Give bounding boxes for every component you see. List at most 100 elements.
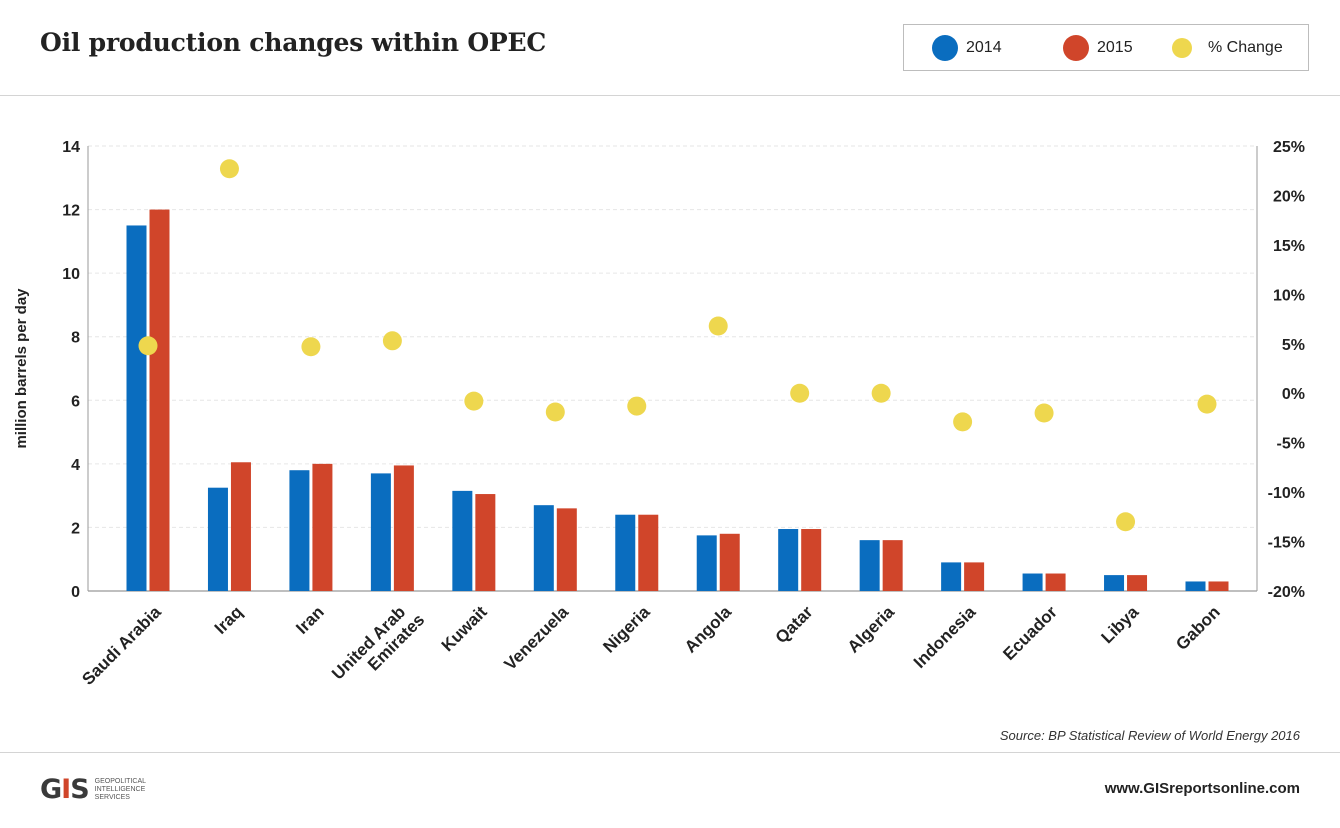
pct-change-point [464, 391, 484, 411]
pct-change-point [953, 412, 973, 432]
legend-item-2014: 2014 [932, 25, 1002, 70]
y2-tick-label: -20% [1268, 584, 1305, 601]
x-tick-label: Algeria [844, 602, 899, 657]
legend: 2014 2015 % Change [903, 24, 1309, 71]
bars [126, 209, 1229, 592]
logo-text: GEOPOLITICAL INTELLIGENCE SERVICES [95, 778, 146, 802]
y2-tick-label: -5% [1277, 436, 1305, 453]
x-tick-label: United ArabEmirates [328, 597, 428, 697]
x-tick-label: Iran [292, 602, 327, 637]
legend-label-2015: 2015 [1097, 38, 1133, 56]
bar-2014 [1185, 581, 1206, 591]
bar-2015 [882, 540, 903, 591]
logo-line: GEOPOLITICAL [94, 777, 147, 785]
bar-2015 [556, 508, 577, 591]
header-divider [0, 95, 1340, 96]
logo-line: INTELLIGENCE [94, 785, 146, 793]
bar-2014 [1022, 573, 1043, 591]
x-tick-label: Nigeria [599, 602, 654, 657]
legend-swatch-pct-change [1172, 37, 1192, 58]
gridlines [88, 145, 1257, 528]
logo-mark: GIS [40, 774, 90, 805]
y2-tick-label: 5% [1282, 337, 1305, 354]
legend-item-2015: 2015 [1063, 25, 1133, 70]
website-link[interactable]: www.GISreportsonline.com [1104, 780, 1300, 797]
pct-change-point [138, 336, 158, 356]
bar-2015 [1208, 581, 1229, 591]
bar-2014 [941, 562, 962, 591]
footer-divider [0, 752, 1340, 753]
x-tick-label: Gabon [1172, 602, 1224, 654]
legend-label-pct-change: % Change [1208, 38, 1283, 56]
x-tick-label: Angola [681, 602, 736, 657]
pct-change-point [301, 337, 321, 357]
bar-2015 [230, 462, 251, 591]
bar-2015 [149, 209, 170, 592]
y2-tick-label: 0% [1282, 386, 1305, 403]
bar-2015 [964, 562, 985, 591]
bar-2014 [207, 487, 228, 591]
pct-change-point [790, 383, 810, 403]
bar-2015 [719, 533, 740, 591]
pct-change-point [219, 159, 239, 179]
chart-title: Oil production changes within OPEC [40, 28, 547, 57]
y2-tick-label: 15% [1273, 238, 1305, 255]
bar-2015 [638, 514, 659, 591]
y-tick-label: 8 [71, 330, 80, 347]
y-tick-label: 0 [71, 584, 80, 601]
bar-2015 [801, 529, 822, 591]
pct-change-point [1197, 394, 1217, 414]
bar-2014 [370, 473, 391, 591]
bar-2014 [533, 505, 554, 591]
legend-swatch-2015 [1063, 34, 1089, 61]
gis-logo: GIS GEOPOLITICAL INTELLIGENCE SERVICES [40, 774, 146, 805]
x-tick-label: Ecuador [999, 602, 1061, 664]
pct-change-point [1116, 512, 1136, 532]
tick-labels: 0 2 4 6 8 10 12 14 -20% -15% -10% -5% 0% 5% 10% 15% 20% 2… [13, 139, 1305, 697]
logo-line: SERVICES [94, 793, 130, 801]
bar-2014 [696, 535, 717, 591]
bar-2014 [289, 470, 310, 591]
bar-2015 [1127, 575, 1148, 591]
bar-2014 [452, 490, 473, 591]
y-tick-label: 10 [62, 266, 80, 283]
x-tick-label: Saudi Arabia [78, 602, 165, 689]
x-tick-label: Libya [1098, 602, 1143, 647]
x-tick-label: Qatar [772, 602, 817, 647]
y2-tick-label: 10% [1273, 287, 1305, 304]
pct-change-point [382, 331, 402, 351]
legend-label-2014: 2014 [966, 38, 1002, 56]
y-axis-title: million barrels per day [13, 288, 30, 449]
x-tick-label: Venezuela [501, 602, 573, 674]
axes [87, 146, 1258, 592]
bar-2015 [1045, 573, 1066, 591]
bar-2015 [393, 465, 414, 591]
pct-change-point [708, 316, 728, 336]
chart-area: 0 2 4 6 8 10 12 14 -20% -15% -10% -5% 0% 5% 10% 15% 20% 2… [13, 139, 1305, 697]
x-tick-label: Kuwait [438, 602, 491, 655]
bar-2015 [312, 463, 333, 591]
pct-change-points [138, 159, 1217, 532]
legend-item-pct-change: % Change [1172, 25, 1283, 70]
x-tick-label: Iraq [211, 602, 246, 637]
pct-change-point [871, 383, 891, 403]
bar-2015 [475, 494, 496, 591]
bar-2014 [778, 529, 799, 591]
source-note: Source: BP Statistical Review of World E… [999, 728, 1300, 743]
bar-2014 [1104, 575, 1125, 591]
bar-2014 [615, 514, 636, 591]
y2-tick-label: -15% [1268, 535, 1305, 552]
y2-tick-label: -10% [1268, 485, 1305, 502]
pct-change-point [1034, 403, 1054, 423]
y-tick-label: 4 [71, 457, 80, 474]
pct-change-point [545, 402, 565, 422]
x-tick-label: Indonesia [910, 602, 980, 672]
y-tick-label: 6 [71, 393, 80, 410]
bar-2014 [126, 225, 147, 591]
y-tick-label: 12 [62, 203, 80, 220]
pct-change-point [627, 396, 647, 416]
bar-2014 [859, 540, 880, 591]
legend-swatch-2014 [932, 34, 958, 61]
y-tick-label: 2 [71, 520, 80, 537]
y2-tick-label: 25% [1273, 139, 1305, 156]
